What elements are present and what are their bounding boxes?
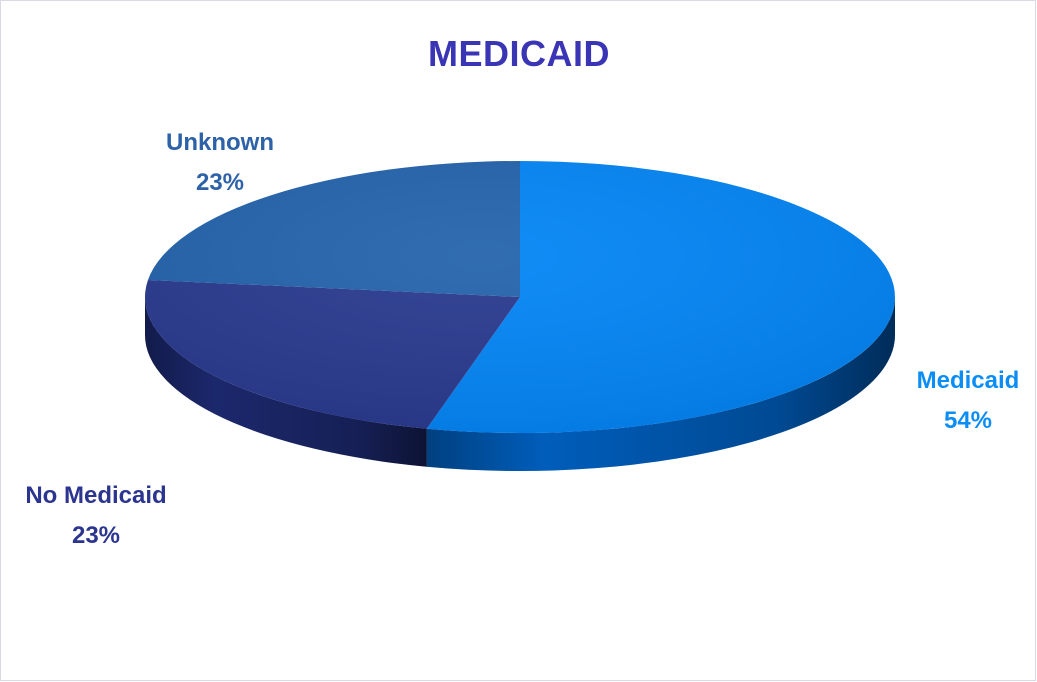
pie-side-shade-medicaid bbox=[426, 297, 895, 472]
slice-value-no-medicaid: 23% bbox=[72, 522, 120, 549]
slice-value-medicaid: 54% bbox=[944, 407, 992, 434]
pie-side-shade-no-medicaid bbox=[144, 297, 427, 467]
data-labels: Medicaid 54% No Medicaid 23% Unknown 23% bbox=[25, 129, 1019, 549]
pie-top-shine bbox=[145, 161, 895, 433]
pie-sides bbox=[144, 297, 895, 472]
slice-label-medicaid: Medicaid bbox=[917, 367, 1020, 394]
pie-top bbox=[145, 161, 895, 434]
chart-title: MEDICAID bbox=[428, 33, 610, 74]
slice-label-no-medicaid: No Medicaid bbox=[25, 482, 166, 509]
slice-value-unknown: 23% bbox=[196, 169, 244, 196]
slice-label-unknown: Unknown bbox=[166, 129, 274, 156]
